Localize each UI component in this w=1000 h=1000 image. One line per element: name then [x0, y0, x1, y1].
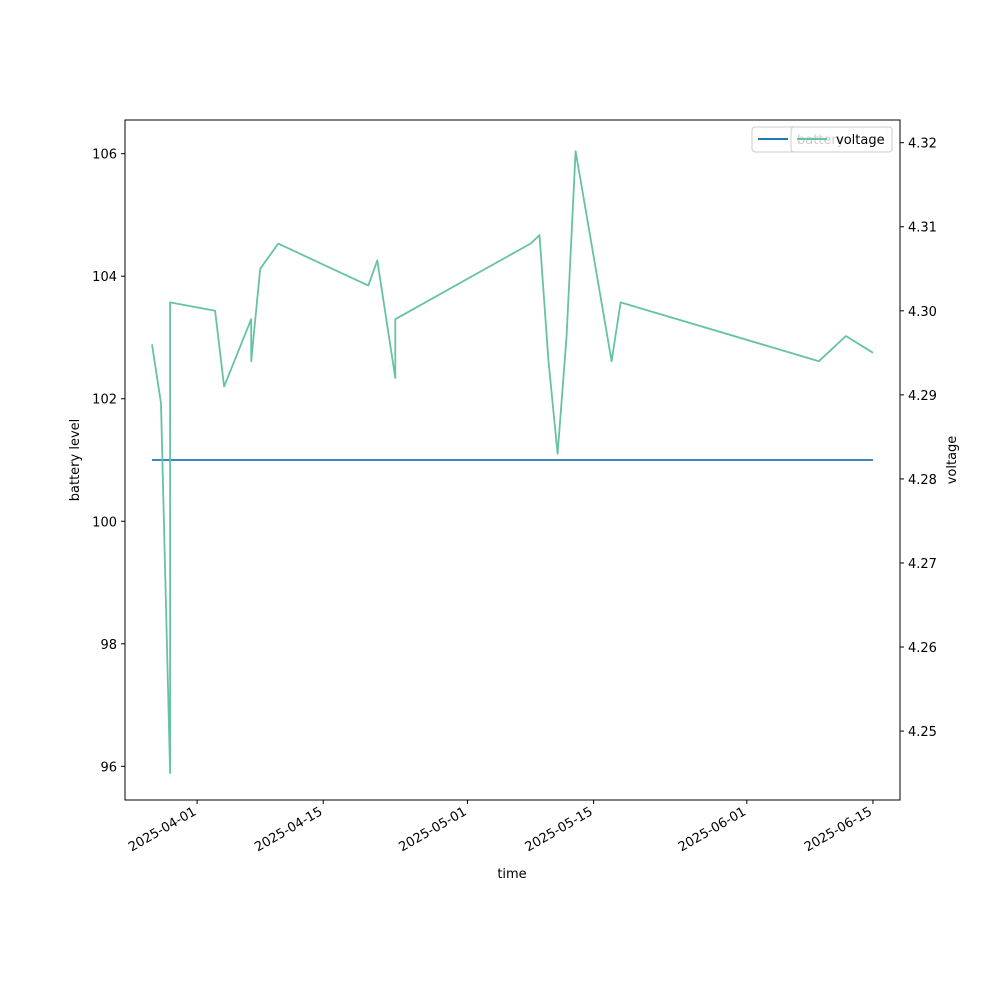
y-left-tick-label: 104: [92, 270, 117, 285]
y-right-tick-label: 4.27: [908, 557, 937, 572]
y-left-tick-label: 102: [92, 393, 117, 408]
y-left-tick-label: 96: [100, 760, 117, 775]
y-right-tick-label: 4.31: [908, 221, 937, 236]
y-right-tick-label: 4.29: [908, 389, 937, 404]
series-layer: [151, 150, 874, 774]
legend-voltage: voltage: [790, 126, 893, 153]
y-left-tick-label: 106: [92, 148, 117, 163]
series-line-voltage: [151, 150, 874, 774]
plot-frame: [124, 119, 901, 801]
y-axis-left-label: battery level: [68, 419, 83, 502]
y-right-tick-label: 4.26: [908, 641, 937, 656]
y-right-tick-label: 4.28: [908, 473, 937, 488]
y-axis-right-label: voltage: [945, 436, 960, 485]
y-right-tick-label: 4.32: [908, 137, 937, 152]
legend-voltage-label: voltage: [836, 133, 885, 148]
y-right-tick-label: 4.30: [908, 305, 937, 320]
y-right-tick-label: 4.25: [908, 725, 937, 740]
y-left-tick-label: 100: [92, 515, 117, 530]
y-left-tick-label: 98: [100, 638, 117, 653]
legend-voltage-frame: [790, 126, 893, 153]
x-axis-label: time: [497, 867, 526, 882]
